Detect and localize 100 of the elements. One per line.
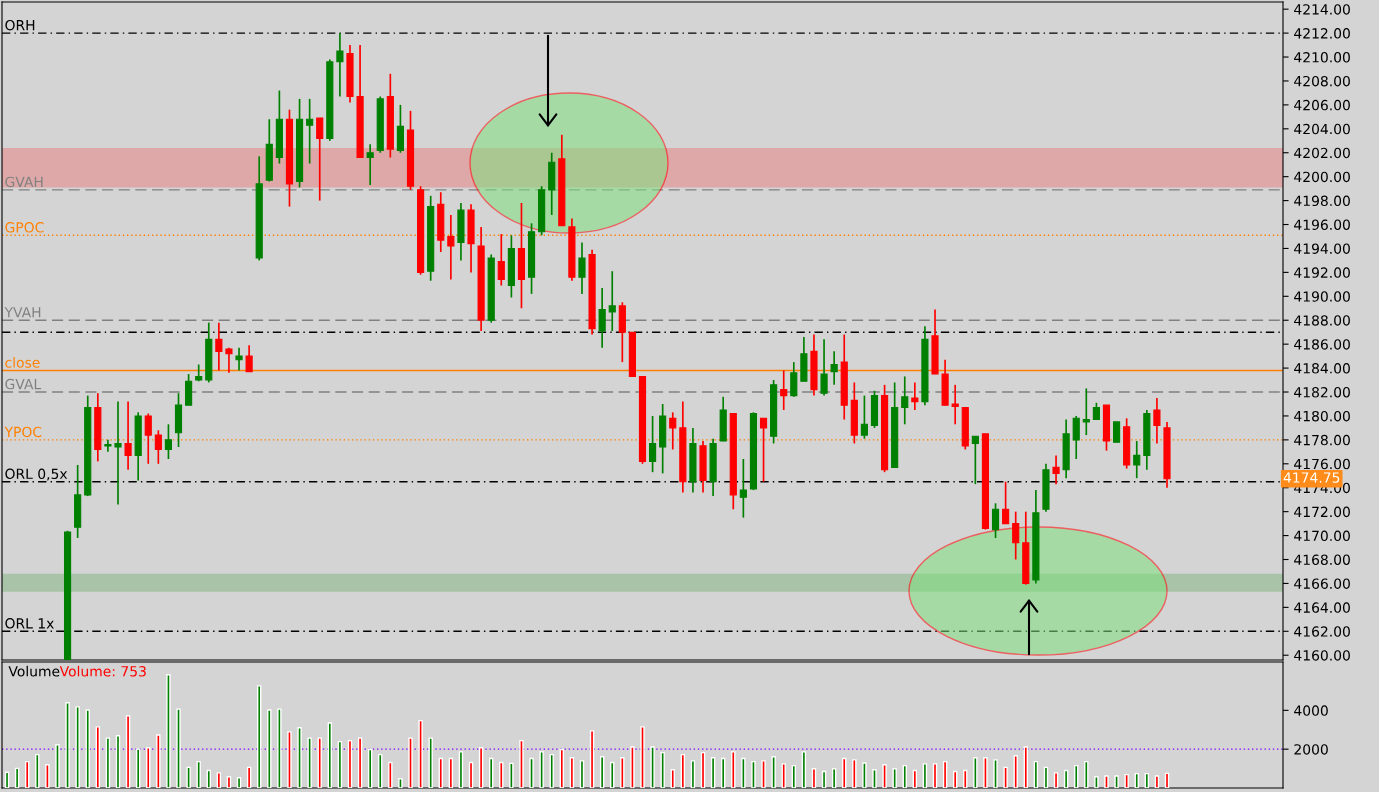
ref-line-label: ORL 1x [5,618,54,629]
candlestick [820,338,828,397]
bar [488,757,494,788]
bar [509,762,514,788]
bar [640,726,645,788]
candlestick [649,415,657,474]
bar [761,760,766,788]
bar [1063,769,1069,788]
candlestick [790,361,798,398]
y-tick-label: 4208.00 [1294,75,1350,87]
bar [135,748,141,788]
bar [1134,772,1139,788]
bar [458,751,464,788]
bar [1094,776,1099,788]
candlestick [1052,454,1060,485]
bar [983,757,988,788]
candlestick [336,32,344,98]
bar [1074,764,1079,788]
y-tick-label: 4182.00 [1294,386,1350,398]
ref-line-label: GVAL [5,378,42,390]
bar [892,768,897,788]
bar [236,777,242,788]
bar [710,757,716,788]
bar [519,739,524,788]
candlestick [235,346,243,372]
bar [569,757,575,788]
bar [499,761,504,788]
candlestick [447,214,455,281]
bar [922,763,928,788]
bar [347,739,353,788]
bar [408,737,413,788]
bar [206,769,211,788]
candlestick [366,143,374,186]
bar [549,753,554,788]
bar [156,734,161,788]
bar [186,766,191,788]
y-tick-label: 4170.00 [1294,530,1350,542]
candlestick [971,435,979,485]
bar [267,709,272,788]
bar [599,756,605,788]
bar [801,751,807,788]
text: 4174.75 [1283,472,1340,483]
bar [4,771,10,788]
bar [307,737,312,788]
bar [297,727,302,788]
bar [821,770,827,788]
candlestick [598,287,606,349]
candlestick [104,439,112,453]
bar [257,685,262,788]
bar [55,744,60,788]
bar [468,761,474,788]
ref-line-label: GPOC [5,222,44,233]
y-tick-label: 2000 [1294,744,1328,755]
ref-line-label: ORL 0,5x [5,468,68,481]
bar [95,726,101,788]
bar [650,746,655,788]
bar [105,737,111,788]
bar [1003,766,1008,788]
y-tick-label: 4202.00 [1294,147,1350,159]
bar [539,751,544,788]
bar [1013,755,1018,788]
bar [216,772,222,788]
candlestick [144,412,152,465]
y-tick-label: 4164.00 [1294,602,1350,613]
y-tick-label: 4180.00 [1294,410,1350,422]
bar [932,763,938,788]
bar [25,760,30,788]
bar [226,776,232,788]
bar [690,760,696,788]
candlestick [316,117,324,202]
bar [14,767,20,788]
bar [317,737,322,788]
bar [196,760,201,788]
bar [146,747,151,788]
bar [388,761,393,788]
annotation: Volume: 753 [59,665,146,677]
bar [1114,775,1119,788]
bar [277,708,282,788]
bar [751,760,756,788]
bar [559,748,565,788]
candlestick [306,98,314,165]
y-tick-label: 4160.00 [1294,650,1350,661]
bar [680,753,686,788]
bar [287,731,292,788]
y-tick-label: 4176.00 [1294,458,1350,470]
candlestick [1112,421,1121,444]
ref-line-label: YPOC [4,426,42,438]
bar [85,709,90,788]
candlestick [669,411,677,451]
y-tick-label: 4198.00 [1294,195,1350,207]
annotation: Volume [8,665,60,677]
bar [831,768,837,788]
bar [1043,766,1049,788]
bar [478,747,484,788]
bar [1144,772,1150,788]
y-tick-label: 4210.00 [1294,52,1350,63]
candlestick [154,429,162,465]
bar [438,757,443,788]
bar [771,756,776,788]
candlestick [759,417,768,483]
